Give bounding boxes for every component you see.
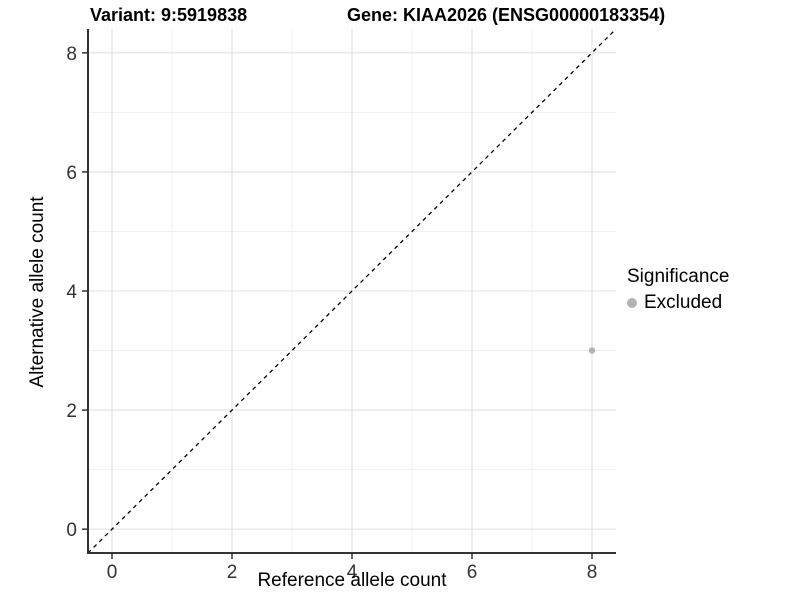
plot-title-variant: Variant: 9:5919838 bbox=[90, 5, 248, 25]
y-axis-title: Alternative allele count bbox=[27, 196, 48, 388]
x-tick-label: 2 bbox=[227, 562, 238, 583]
y-tick-label: 6 bbox=[66, 163, 77, 184]
x-tick-label: 0 bbox=[107, 562, 118, 583]
plot-title-gene: Gene: KIAA2026 (ENSG00000183354) bbox=[347, 5, 666, 25]
x-tick-label: 6 bbox=[467, 562, 478, 583]
legend: Significance Excluded bbox=[627, 266, 729, 314]
identity-dashed-line bbox=[87, 28, 617, 554]
legend-item-label: Excluded bbox=[644, 292, 723, 313]
x-tick-label: 8 bbox=[587, 562, 598, 583]
data-point-excluded bbox=[588, 347, 596, 354]
legend-point-icon bbox=[627, 298, 637, 308]
y-tick-label: 2 bbox=[66, 401, 77, 422]
legend-title: Significance bbox=[627, 266, 730, 287]
y-tick-label: 8 bbox=[66, 44, 77, 65]
x-axis-title: Reference allele count bbox=[257, 570, 447, 591]
y-tick-label: 4 bbox=[66, 282, 77, 303]
legend-item-excluded: Excluded bbox=[627, 292, 729, 314]
x-tick-label: 4 bbox=[347, 562, 358, 583]
y-tick-label: 0 bbox=[66, 520, 77, 541]
